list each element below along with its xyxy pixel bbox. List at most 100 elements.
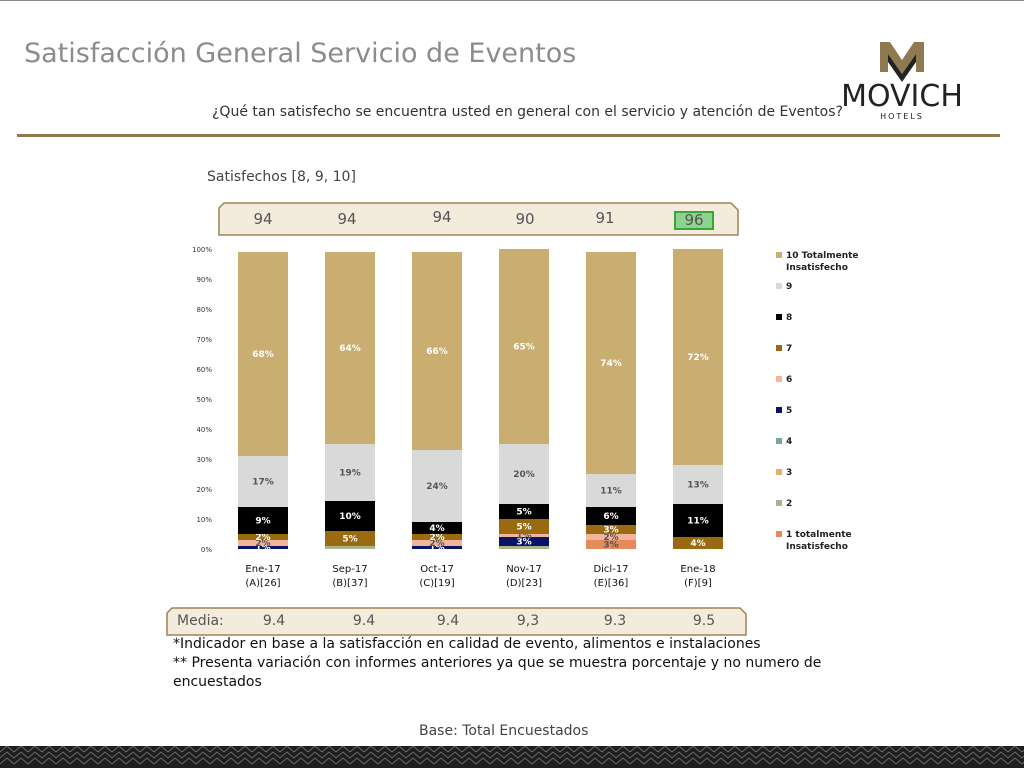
data-label: 4% bbox=[429, 524, 444, 534]
data-label: 2% bbox=[603, 533, 618, 543]
x-tick-label: (E)[36] bbox=[594, 578, 629, 589]
bar-segment bbox=[325, 444, 375, 501]
legend-label: 9 bbox=[786, 282, 793, 292]
legend-label: 6 bbox=[786, 375, 793, 385]
y-tick-label: 10% bbox=[196, 516, 212, 524]
media-label: Media: bbox=[177, 613, 224, 629]
media-value: 9.5 bbox=[692, 613, 716, 629]
bar-segment bbox=[586, 507, 636, 525]
movich-logo: MOVICH HOTELS bbox=[841, 42, 963, 121]
bar-segment bbox=[673, 465, 723, 504]
bar-segment bbox=[499, 546, 549, 549]
data-label: 20% bbox=[513, 470, 535, 480]
media-banner bbox=[166, 607, 747, 636]
x-tick-label: (F)[9] bbox=[684, 578, 712, 589]
y-tick-label: 30% bbox=[196, 456, 212, 464]
legend-label: 3 bbox=[786, 468, 793, 478]
satisfied-value: 94 bbox=[337, 210, 357, 228]
bar-segment bbox=[238, 546, 288, 549]
x-tick-label: (D)[23] bbox=[506, 578, 542, 589]
data-label: 72% bbox=[687, 353, 709, 363]
stacked-bar-chart: 0%10%20%30%40%50%60%70%80%90%100%1%2%2%9… bbox=[192, 246, 723, 589]
logo-wordmark: MOVICH bbox=[841, 79, 963, 114]
x-tick-label: Sep-17 bbox=[332, 564, 367, 575]
bar-segment bbox=[586, 525, 636, 534]
legend-label: 7 bbox=[786, 344, 793, 354]
data-label: 3% bbox=[516, 538, 531, 548]
data-label: 3% bbox=[603, 541, 618, 551]
satisfied-value: 96 bbox=[684, 211, 704, 229]
logo-subtext: HOTELS bbox=[880, 112, 924, 121]
bar-segment bbox=[586, 252, 636, 474]
y-tick-label: 90% bbox=[196, 276, 212, 284]
data-label: 65% bbox=[513, 343, 535, 353]
header-divider bbox=[17, 134, 1000, 137]
base-note: Base: Total Encuestados bbox=[419, 723, 589, 739]
data-label: 1% bbox=[255, 544, 270, 554]
data-label: 11% bbox=[687, 517, 709, 527]
bar-segment bbox=[586, 474, 636, 507]
legend-swatch bbox=[776, 283, 782, 289]
legend-swatch bbox=[776, 345, 782, 351]
bar-segment bbox=[499, 444, 549, 504]
data-label: 19% bbox=[339, 469, 361, 479]
bar-segment bbox=[499, 504, 549, 519]
bar-segment bbox=[325, 546, 375, 549]
media-value: 9,3 bbox=[516, 613, 540, 629]
data-label: 17% bbox=[252, 478, 274, 488]
data-label: 2% bbox=[255, 539, 270, 549]
bar-segment bbox=[238, 456, 288, 507]
data-label: 9% bbox=[255, 517, 270, 527]
bar-segment bbox=[412, 540, 462, 546]
x-tick-label: (A)[26] bbox=[245, 578, 280, 589]
data-label: 5% bbox=[516, 508, 531, 518]
bar-segment bbox=[238, 534, 288, 540]
satisfied-value: 91 bbox=[595, 209, 615, 227]
data-label: 4% bbox=[690, 539, 705, 549]
bar-segment bbox=[325, 252, 375, 444]
media-value: 9.3 bbox=[603, 613, 627, 629]
page-title: Satisfacción General Servicio de Eventos bbox=[24, 38, 577, 69]
y-tick-label: 0% bbox=[201, 546, 212, 554]
data-label: 11% bbox=[600, 487, 622, 497]
bar-segment bbox=[325, 501, 375, 531]
x-tick-label: Oct-17 bbox=[420, 564, 454, 575]
bar-segment bbox=[499, 537, 549, 546]
legend-swatch bbox=[776, 407, 782, 413]
logo-emblem-icon bbox=[880, 42, 924, 82]
data-label: 5% bbox=[342, 535, 357, 545]
bar-segment bbox=[499, 534, 549, 537]
legend-swatch bbox=[776, 469, 782, 475]
y-tick-label: 40% bbox=[196, 426, 212, 434]
x-tick-label: Ene-18 bbox=[680, 564, 715, 575]
data-label: 1% bbox=[429, 544, 444, 554]
satisfied-label: Satisfechos [8, 9, 10] bbox=[207, 169, 356, 185]
y-tick-label: 80% bbox=[196, 306, 212, 314]
bar-segment bbox=[499, 519, 549, 534]
bar-segment bbox=[238, 540, 288, 546]
bar-segment bbox=[673, 249, 723, 465]
legend-swatch bbox=[776, 314, 782, 320]
satisfied-banner bbox=[218, 202, 739, 236]
media-value: 9.4 bbox=[352, 613, 376, 629]
data-label: 10% bbox=[339, 512, 361, 522]
data-label: 5% bbox=[516, 523, 531, 533]
y-tick-label: 60% bbox=[196, 366, 212, 374]
legend-label: 5 bbox=[786, 406, 793, 416]
legend-swatch bbox=[776, 376, 782, 382]
media-value: 9.4 bbox=[436, 613, 460, 629]
data-label: 2% bbox=[429, 533, 444, 543]
data-label: 74% bbox=[600, 359, 622, 369]
survey-question: ¿Qué tan satisfecho se encuentra usted e… bbox=[212, 104, 843, 120]
bar-segment bbox=[412, 450, 462, 522]
legend-swatch bbox=[776, 252, 782, 258]
bar-segment bbox=[673, 504, 723, 537]
bar-segment bbox=[412, 252, 462, 450]
x-tick-label: (C)[19] bbox=[419, 578, 454, 589]
y-tick-label: 100% bbox=[192, 246, 212, 254]
bar-segment bbox=[499, 249, 549, 444]
legend-swatch bbox=[776, 500, 782, 506]
satisfied-value: 90 bbox=[515, 210, 535, 228]
x-tick-label: Dicl-17 bbox=[593, 564, 628, 575]
legend-swatch bbox=[776, 531, 782, 537]
